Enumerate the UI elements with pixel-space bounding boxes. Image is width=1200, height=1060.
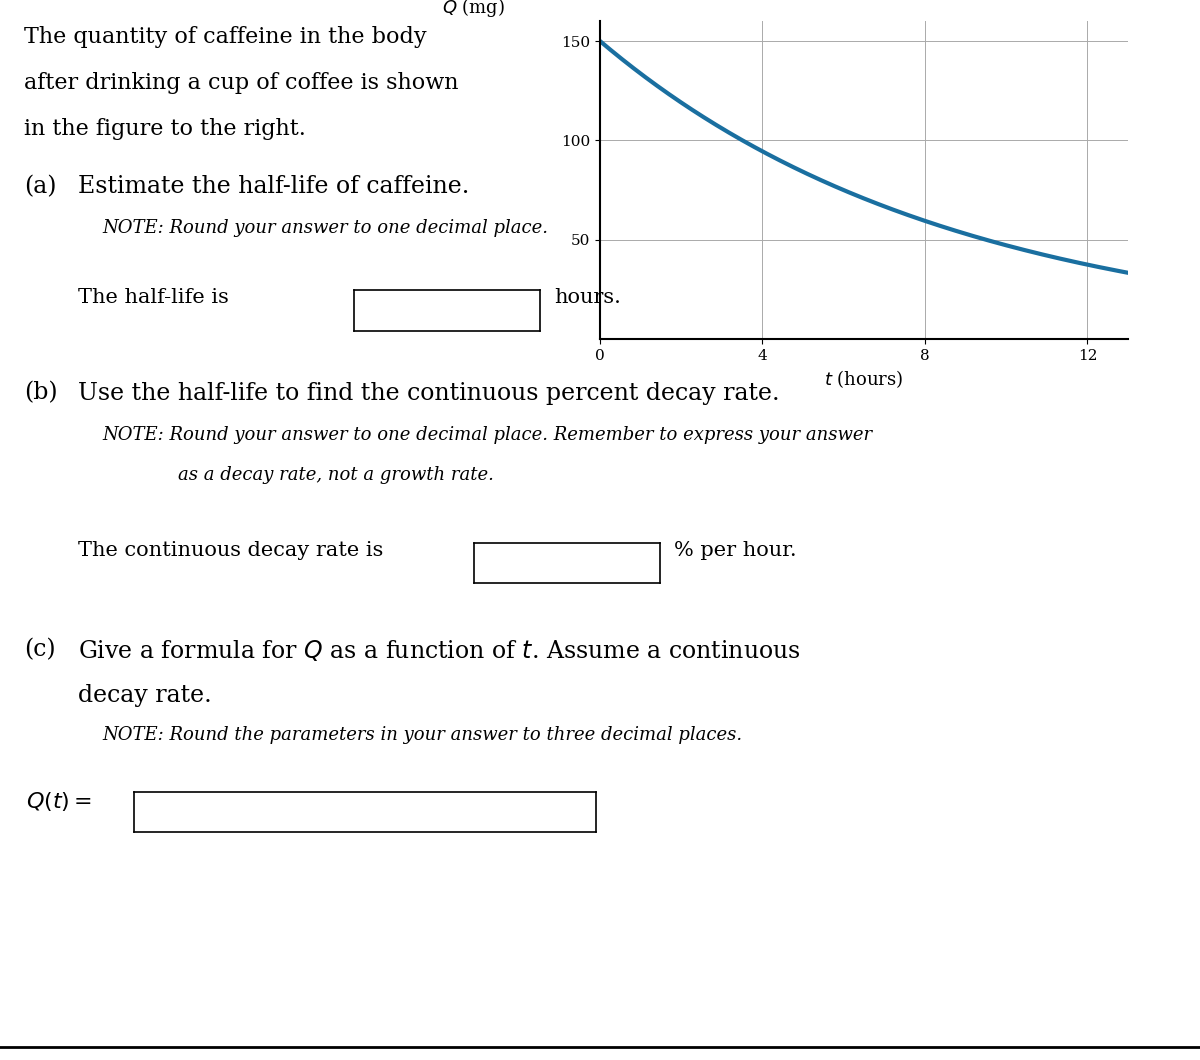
Text: in the figure to the right.: in the figure to the right. — [24, 118, 306, 140]
Text: NOTE: Round your answer to one decimal place.: NOTE: Round your answer to one decimal p… — [102, 219, 548, 237]
Text: The quantity of caffeine in the body: The quantity of caffeine in the body — [24, 26, 427, 49]
Text: $Q(t) =$: $Q(t) =$ — [26, 790, 92, 813]
Y-axis label: $Q$ (mg): $Q$ (mg) — [442, 0, 505, 19]
Text: Estimate the half-life of caffeine.: Estimate the half-life of caffeine. — [78, 175, 469, 198]
Text: after drinking a cup of coffee is shown: after drinking a cup of coffee is shown — [24, 72, 458, 94]
Text: hours.: hours. — [554, 288, 622, 307]
Text: decay rate.: decay rate. — [78, 684, 211, 707]
Text: (c): (c) — [24, 638, 55, 661]
X-axis label: $t$ (hours): $t$ (hours) — [824, 369, 904, 390]
Text: The continuous decay rate is: The continuous decay rate is — [78, 541, 383, 560]
Text: NOTE: Round your answer to one decimal place. Remember to express your answer: NOTE: Round your answer to one decimal p… — [102, 426, 872, 444]
Text: (a): (a) — [24, 175, 56, 198]
Text: as a decay rate, not a growth rate.: as a decay rate, not a growth rate. — [178, 466, 493, 484]
Text: (b): (b) — [24, 382, 58, 405]
Text: NOTE: Round the parameters in your answer to three decimal places.: NOTE: Round the parameters in your answe… — [102, 726, 742, 744]
Text: % per hour.: % per hour. — [674, 541, 797, 560]
Text: Give a formula for $Q$ as a function of $t$. Assume a continuous: Give a formula for $Q$ as a function of … — [78, 638, 800, 664]
Text: Use the half-life to find the continuous percent decay rate.: Use the half-life to find the continuous… — [78, 382, 780, 405]
Text: The half-life is: The half-life is — [78, 288, 229, 307]
